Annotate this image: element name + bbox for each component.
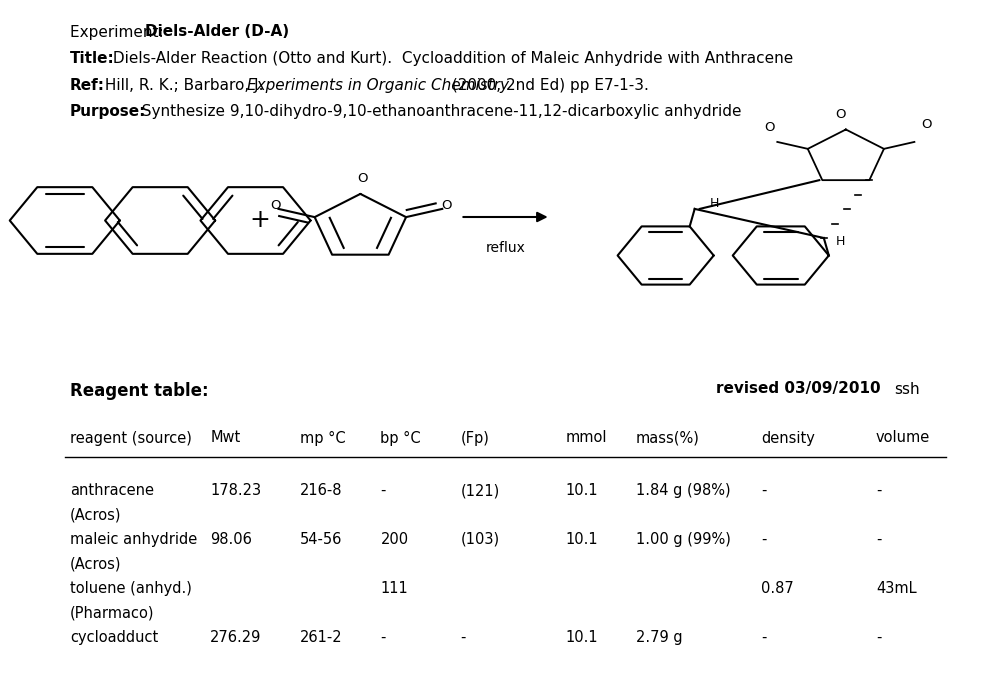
Text: 2.79 g: 2.79 g bbox=[636, 630, 683, 645]
Text: (Fp): (Fp) bbox=[460, 430, 489, 445]
Text: O: O bbox=[836, 108, 846, 121]
Text: mp °C: mp °C bbox=[300, 430, 346, 445]
Text: 178.23: 178.23 bbox=[210, 483, 261, 498]
Text: reagent (source): reagent (source) bbox=[70, 430, 192, 445]
Text: mmol: mmol bbox=[566, 430, 607, 445]
Text: reflux: reflux bbox=[485, 241, 526, 255]
Text: anthracene: anthracene bbox=[70, 483, 154, 498]
Text: Diels-Alder Reaction (Otto and Kurt).  Cycloaddition of Maleic Anhydride with An: Diels-Alder Reaction (Otto and Kurt). Cy… bbox=[108, 51, 794, 66]
Text: Experiments in Organic Chemistry: Experiments in Organic Chemistry bbox=[247, 78, 510, 92]
Text: (Acros): (Acros) bbox=[70, 508, 121, 522]
Text: -: - bbox=[761, 532, 766, 547]
Text: 54-56: 54-56 bbox=[300, 532, 342, 547]
Text: O: O bbox=[440, 199, 451, 212]
Text: Purpose:: Purpose: bbox=[70, 104, 146, 119]
Text: Title:: Title: bbox=[70, 51, 115, 66]
Text: revised 03/09/2010: revised 03/09/2010 bbox=[716, 382, 880, 396]
Text: O: O bbox=[764, 120, 775, 134]
Text: 261-2: 261-2 bbox=[300, 630, 343, 645]
Text: 216-8: 216-8 bbox=[300, 483, 342, 498]
Text: toluene (anhyd.): toluene (anhyd.) bbox=[70, 581, 192, 596]
Text: density: density bbox=[761, 430, 815, 445]
Text: (Acros): (Acros) bbox=[70, 556, 121, 571]
Text: Experiment:: Experiment: bbox=[70, 25, 168, 39]
Text: (Pharmaco): (Pharmaco) bbox=[70, 606, 154, 620]
Text: -: - bbox=[380, 630, 385, 645]
Text: Mwt: Mwt bbox=[210, 430, 240, 445]
Text: 1.84 g (98%): 1.84 g (98%) bbox=[636, 483, 731, 498]
Text: maleic anhydride: maleic anhydride bbox=[70, 532, 197, 547]
Text: (2000, 2nd Ed) pp E7-1-3.: (2000, 2nd Ed) pp E7-1-3. bbox=[447, 78, 650, 92]
Text: H: H bbox=[836, 235, 845, 248]
Text: O: O bbox=[270, 199, 281, 212]
Text: Ref:: Ref: bbox=[70, 78, 105, 92]
Text: Reagent table:: Reagent table: bbox=[70, 382, 208, 400]
Text: 98.06: 98.06 bbox=[210, 532, 252, 547]
Text: (121): (121) bbox=[460, 483, 499, 498]
Text: bp °C: bp °C bbox=[380, 430, 421, 445]
Text: cycloadduct: cycloadduct bbox=[70, 630, 158, 645]
Text: Hill, R. K.; Barbaro, J.: Hill, R. K.; Barbaro, J. bbox=[100, 78, 268, 92]
Text: 111: 111 bbox=[380, 581, 408, 596]
Text: -: - bbox=[876, 483, 881, 498]
Text: Synthesize 9,10-dihydro-9,10-ethanoanthracene-11,12-dicarboxylic anhydride: Synthesize 9,10-dihydro-9,10-ethanoanthr… bbox=[132, 104, 742, 119]
Text: volume: volume bbox=[876, 430, 930, 445]
Text: 10.1: 10.1 bbox=[566, 532, 599, 547]
Text: -: - bbox=[761, 630, 766, 645]
Text: Diels-Alder (D-A): Diels-Alder (D-A) bbox=[144, 25, 288, 39]
Text: (103): (103) bbox=[460, 532, 499, 547]
Text: 10.1: 10.1 bbox=[566, 483, 599, 498]
Text: -: - bbox=[761, 483, 766, 498]
Text: O: O bbox=[921, 118, 932, 132]
Text: 200: 200 bbox=[380, 532, 408, 547]
Text: H: H bbox=[710, 197, 719, 210]
Text: 1.00 g (99%): 1.00 g (99%) bbox=[636, 532, 731, 547]
Text: -: - bbox=[460, 630, 465, 645]
Text: -: - bbox=[380, 483, 385, 498]
Text: mass(%): mass(%) bbox=[636, 430, 700, 445]
Text: -: - bbox=[876, 630, 881, 645]
Text: 43mL: 43mL bbox=[876, 581, 917, 596]
Text: 0.87: 0.87 bbox=[761, 581, 794, 596]
Text: O: O bbox=[357, 172, 367, 186]
Text: 276.29: 276.29 bbox=[210, 630, 261, 645]
Text: -: - bbox=[876, 532, 881, 547]
Text: ssh: ssh bbox=[894, 382, 920, 396]
Text: 10.1: 10.1 bbox=[566, 630, 599, 645]
Text: +: + bbox=[250, 209, 270, 232]
